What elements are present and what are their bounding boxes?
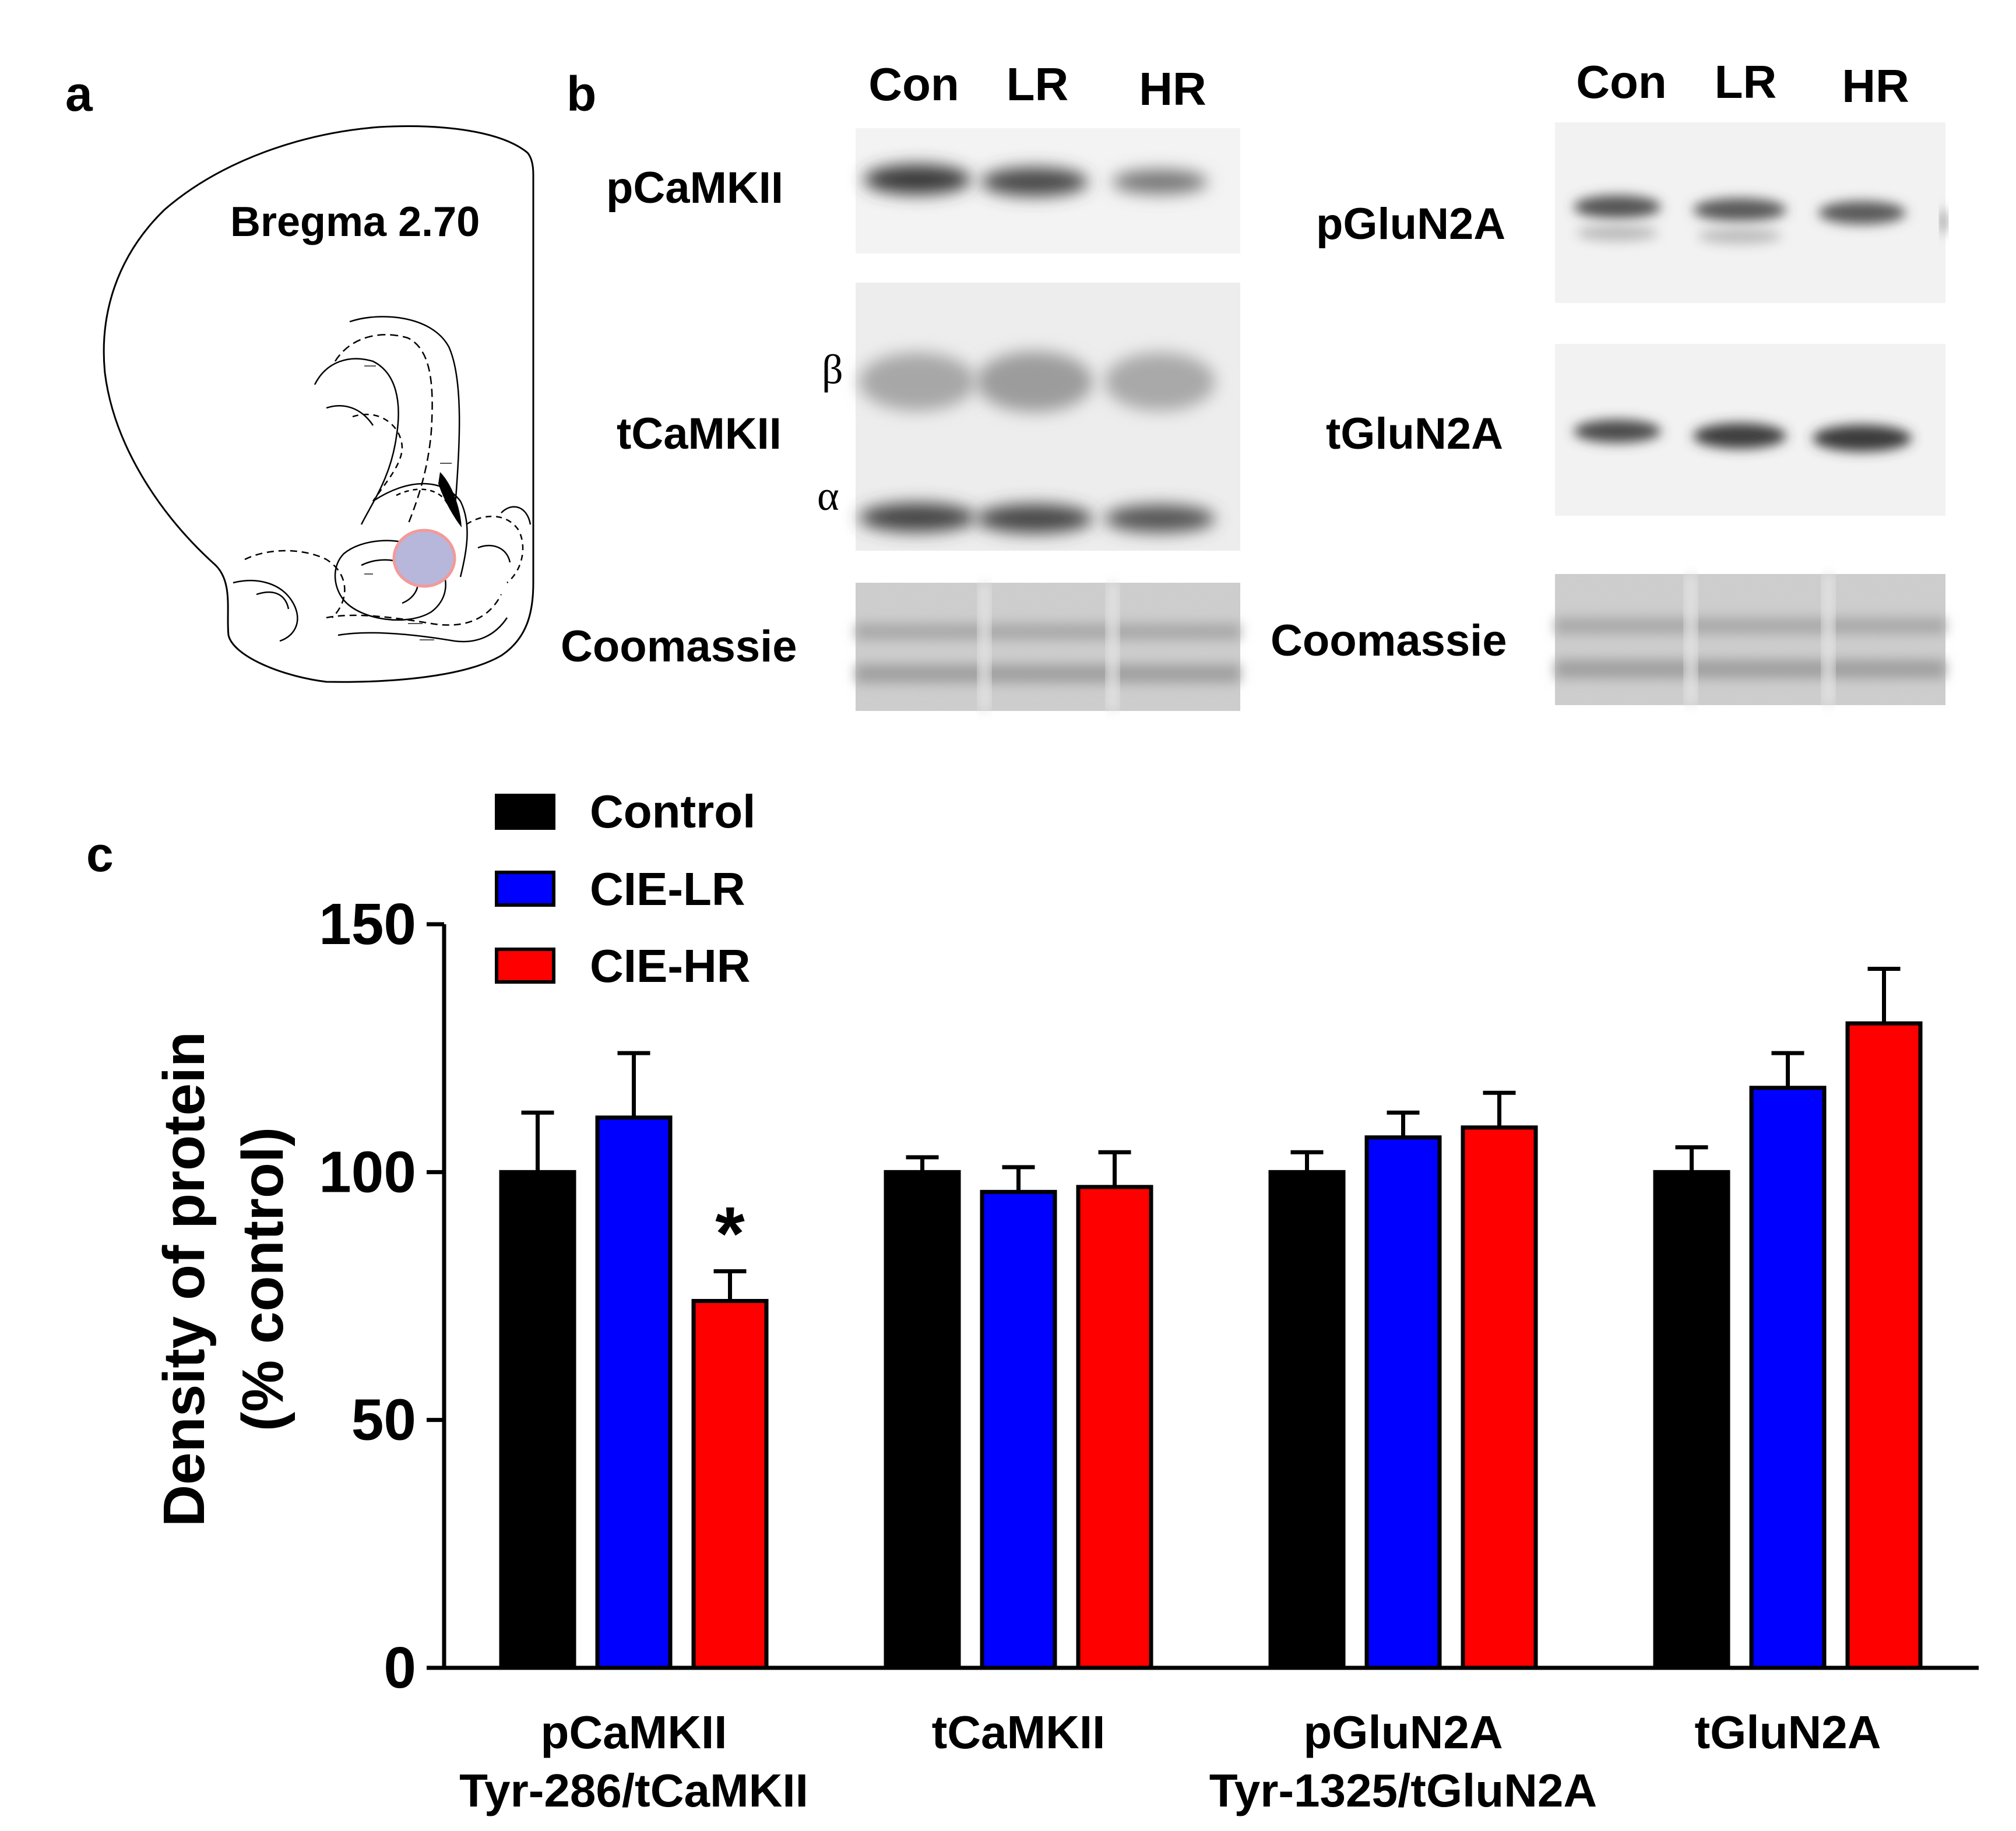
bar-control-1: [884, 1170, 961, 1670]
left-row-label-loading: Coomassie: [561, 622, 797, 671]
x-category-label-2-line1: pGluN2A: [1303, 1706, 1503, 1758]
left-row-label-phospho: pCaMKII: [606, 163, 783, 213]
y-axis-title-line1: Density of protein: [152, 1031, 217, 1527]
right-blot-tglun2a: [1555, 344, 1945, 516]
legend-swatch-control: [495, 794, 555, 830]
bar-cie-hr-2: [1461, 1125, 1538, 1670]
right-lane-label-lr: LR: [1715, 56, 1777, 108]
bar-cie-hr-1: [1076, 1185, 1153, 1670]
bar-control-2: [1268, 1170, 1346, 1670]
panel-a: a: [65, 66, 534, 683]
left-blot-pcamkii: [856, 128, 1240, 253]
panel-c-label: c: [86, 827, 114, 882]
legend-swatch-cie-lr: [495, 871, 555, 907]
right-lane-label-con: Con: [1576, 56, 1667, 108]
panel-b-label: b: [567, 66, 596, 121]
brain-section-outline: [103, 125, 534, 683]
chart-legend: Control CIE-LR CIE-HR: [495, 786, 755, 992]
bar-control-3: [1653, 1170, 1730, 1670]
right-blot-pglun2a: [1555, 122, 1947, 303]
panel-b: b Con LR HR pCaMKII tCaMKII Coomassie β …: [561, 56, 1947, 711]
x-category-label-0-line2: Tyr-286/tCaMKII: [459, 1765, 808, 1816]
left-lane-label-lr: LR: [1007, 58, 1069, 110]
left-row-label-total: tCaMKII: [617, 409, 782, 459]
y-tick-label-0: 0: [384, 1635, 416, 1700]
right-blot-coomassie: [1555, 574, 1945, 705]
panel-c: c Control CIE-LR CIE-HR Density of prote…: [86, 786, 1979, 1816]
tiny-region-marks: [364, 365, 452, 640]
bar-cie-lr-0: [595, 1115, 673, 1670]
left-blot-coomassie: [856, 583, 1240, 711]
left-lane-label-con: Con: [868, 58, 959, 110]
roi-circle: [392, 529, 456, 588]
left-lane-label-hr: HR: [1139, 63, 1206, 115]
bar-control-0: [499, 1170, 576, 1670]
ventricle-shape: [438, 472, 462, 527]
bar-cie-lr-2: [1364, 1135, 1442, 1670]
significance-asterisk: *: [715, 1191, 745, 1276]
x-category-label-0-line1: pCaMKII: [541, 1706, 727, 1758]
right-row-label-total: tGluN2A: [1326, 409, 1503, 459]
y-tick-label-50: 50: [351, 1388, 416, 1453]
bar-chart: 0 50 100 150 pCaMKII Tyr-286/tCaMKII tCaMKII pG…: [319, 892, 1979, 1816]
left-blot-tcamkii: [856, 283, 1240, 551]
panel-a-label: a: [65, 66, 93, 121]
beta-symbol: β: [822, 346, 843, 393]
y-axis-title-line2: (% control): [230, 1127, 295, 1431]
bar-cie-hr-0: [691, 1299, 769, 1670]
bar-cie-lr-3: [1749, 1086, 1827, 1670]
right-row-label-phospho: pGluN2A: [1316, 199, 1505, 249]
y-tick-label-100: 100: [319, 1139, 416, 1205]
legend-label-cie-hr: CIE-HR: [590, 940, 751, 992]
legend-label-control: Control: [590, 786, 755, 837]
bar-cie-lr-1: [980, 1189, 1057, 1670]
y-tick-label-150: 150: [319, 892, 416, 957]
alpha-symbol: α: [817, 473, 839, 519]
y-axis-title: Density of protein (% control): [152, 1031, 295, 1527]
x-category-label-3-line1: tGluN2A: [1695, 1706, 1881, 1758]
x-category-label-2-line2: Tyr-1325/tGluN2A: [1209, 1765, 1597, 1816]
bregma-label: Bregma 2.70: [230, 199, 480, 245]
right-lane-label-hr: HR: [1842, 60, 1909, 112]
legend-label-cie-lr: CIE-LR: [590, 863, 745, 915]
bar-cie-hr-3: [1845, 1021, 1923, 1670]
legend-swatch-cie-hr: [495, 948, 555, 984]
right-row-label-loading: Coomassie: [1271, 616, 1507, 666]
x-category-label-1-line1: tCaMKII: [932, 1706, 1106, 1758]
